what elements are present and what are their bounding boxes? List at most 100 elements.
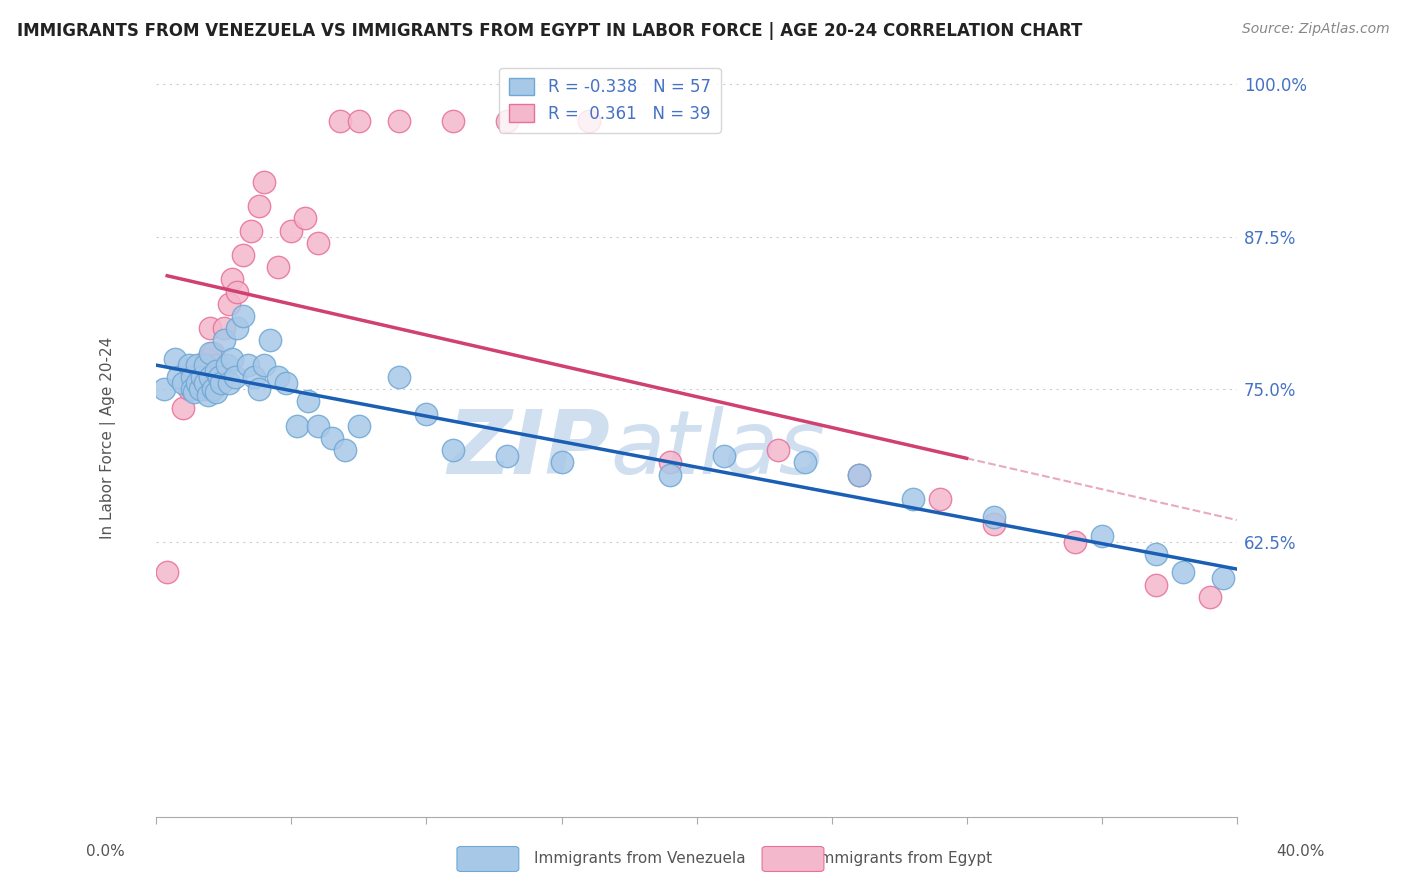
Point (347, 418, 370, 433)
Point (207, 370, 229, 384)
Point (212, 321, 235, 335)
Point (204, 364, 226, 378)
Point (259, 334, 281, 348)
Point (186, 358, 208, 372)
Text: Immigrants from Venezuela: Immigrants from Venezuela (534, 851, 747, 865)
Point (242, 370, 264, 384)
Point (1144, 547, 1167, 561)
Point (221, 272, 243, 286)
Point (183, 384, 205, 399)
Point (197, 351, 219, 366)
Point (207, 370, 229, 384)
Point (285, 418, 308, 433)
Point (297, 394, 319, 409)
Point (247, 199, 270, 213)
Text: atlas: atlas (610, 407, 825, 492)
Point (550, 455, 572, 469)
Point (388, 113, 411, 128)
Point (658, 455, 681, 469)
Point (983, 516, 1005, 531)
Point (928, 492, 950, 507)
Point (294, 211, 316, 226)
Point (188, 358, 211, 372)
Point (443, 113, 465, 128)
Point (388, 370, 411, 384)
Point (329, 113, 352, 128)
Point (202, 382, 225, 396)
Point (307, 418, 329, 433)
Point (1144, 577, 1167, 591)
Point (218, 297, 240, 311)
Point (215, 358, 238, 372)
Point (172, 401, 194, 415)
Point (167, 370, 190, 384)
Point (202, 345, 225, 359)
Point (191, 370, 214, 384)
Point (165, 351, 187, 366)
Point (218, 376, 240, 391)
Point (183, 370, 205, 384)
Point (239, 223, 262, 237)
Point (415, 407, 437, 421)
Point (204, 384, 226, 399)
Point (200, 321, 222, 335)
Point (496, 450, 519, 464)
Point (280, 223, 302, 237)
Text: IMMIGRANTS FROM VENEZUELA VS IMMIGRANTS FROM EGYPT IN LABOR FORCE | AGE 20-24 CO: IMMIGRANTS FROM VENEZUELA VS IMMIGRANTS … (17, 22, 1083, 40)
Text: In Labor Force | Age 20-24: In Labor Force | Age 20-24 (100, 337, 115, 539)
Point (267, 370, 290, 384)
Point (443, 443, 465, 458)
Point (347, 113, 370, 128)
Point (1198, 590, 1220, 604)
Point (267, 260, 290, 274)
Point (496, 113, 519, 128)
Point (253, 358, 276, 372)
Point (156, 566, 179, 580)
Point (194, 376, 217, 391)
Point (200, 370, 222, 384)
Point (766, 443, 789, 458)
Point (180, 370, 202, 384)
Point (204, 358, 226, 372)
Point (232, 248, 254, 262)
Point (848, 467, 870, 482)
Text: Source: ZipAtlas.com: Source: ZipAtlas.com (1241, 22, 1389, 37)
Point (901, 492, 924, 507)
Point (197, 388, 219, 402)
Point (180, 382, 202, 396)
Point (232, 309, 254, 323)
Point (177, 382, 200, 396)
Point (578, 113, 600, 128)
Point (793, 455, 815, 469)
Point (1091, 529, 1114, 543)
Point (848, 467, 870, 482)
Text: 40.0%: 40.0% (1277, 845, 1324, 859)
Point (247, 382, 270, 396)
Point (153, 382, 176, 396)
Point (238, 358, 260, 372)
Point (983, 510, 1005, 524)
Point (1212, 572, 1234, 586)
Point (172, 376, 194, 391)
Point (209, 376, 232, 391)
Text: 0.0%: 0.0% (86, 845, 125, 859)
Point (194, 382, 217, 396)
Point (1171, 566, 1194, 580)
Point (1063, 534, 1085, 549)
Point (274, 376, 297, 391)
Point (658, 467, 681, 482)
Text: Immigrants from Egypt: Immigrants from Egypt (815, 851, 993, 865)
Point (194, 358, 217, 372)
Point (713, 450, 735, 464)
Point (226, 321, 249, 335)
Point (200, 345, 222, 359)
Point (321, 431, 343, 445)
Point (212, 334, 235, 348)
Point (307, 235, 329, 250)
Point (177, 358, 200, 372)
Legend: R = -0.338   N = 57, R =  0.361   N = 39: R = -0.338 N = 57, R = 0.361 N = 39 (499, 68, 721, 133)
Point (186, 376, 208, 391)
Point (221, 351, 243, 366)
Point (253, 175, 276, 189)
Point (226, 285, 249, 299)
